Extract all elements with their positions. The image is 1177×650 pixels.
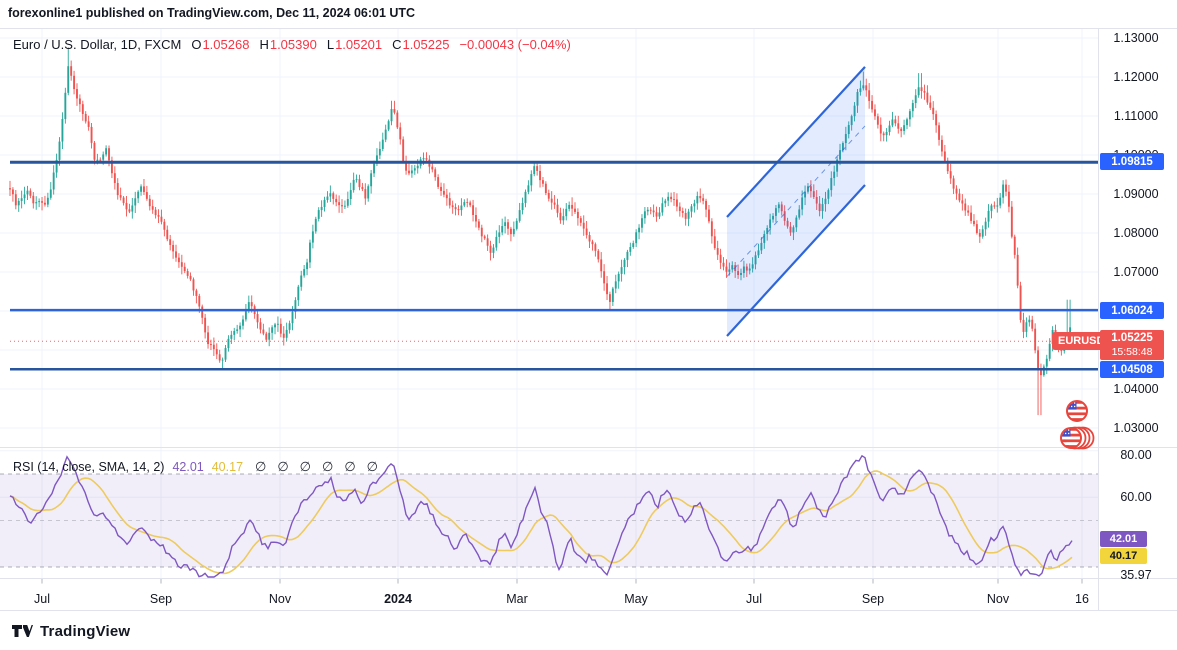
time-tick-label: Nov — [269, 592, 292, 606]
symbol-title[interactable]: Euro / U.S. Dollar, 1D, FXCM — [13, 37, 182, 52]
price-tick-label: 1.13000 — [1113, 31, 1158, 45]
price-tick-label: 1.03000 — [1113, 421, 1158, 435]
axis-labels: 1.130001.120001.110001.100001.090001.080… — [34, 31, 1159, 606]
last-price-label: 1.05225 15:58:48 — [1100, 330, 1164, 360]
parallel-channel-drawing[interactable] — [726, 66, 866, 337]
publish-header: forexonline1 published on TradingView.co… — [8, 6, 416, 20]
level-label-middle: 1.06024 — [1100, 302, 1164, 319]
last-price-value: 1.05225 — [1111, 331, 1153, 344]
ohlc-close: C 1.05225 — [392, 37, 450, 52]
rsi-value: 42.01 — [172, 460, 204, 474]
us-flag-event-icon[interactable] — [1066, 400, 1088, 422]
price-tick-label: 1.09000 — [1113, 187, 1158, 201]
time-tick-label: Jul — [34, 592, 50, 606]
time-tick-label: 16 — [1075, 592, 1089, 606]
rsi-tick-label: 60.00 — [1120, 490, 1151, 504]
rsi-tick-label: 80.00 — [1120, 448, 1151, 462]
us-flag-event-icon[interactable] — [1060, 426, 1095, 450]
rsi-sma-line — [9, 470, 1073, 575]
time-scale-area[interactable] — [0, 578, 1098, 611]
rsi-sma-value: 40.17 — [211, 460, 244, 474]
price-scale-area[interactable] — [1098, 28, 1177, 578]
pane-borders — [0, 28, 1177, 611]
price-tick-label: 1.08000 — [1113, 226, 1158, 240]
grid-layer — [0, 29, 1098, 578]
symbol-price-marker: EURUSD — [1052, 332, 1111, 350]
horizontal-levels-layer[interactable] — [10, 160, 1098, 371]
rsi-hidden-values: ∅ ∅ ∅ ∅ ∅ ∅ — [255, 459, 378, 474]
rsi-value-label: 42.01 — [1100, 531, 1147, 547]
time-tick-label: Jul — [746, 592, 762, 606]
rsi-title[interactable]: RSI (14, close, SMA, 14, 2) — [13, 460, 165, 474]
price-tick-label: 1.12000 — [1113, 70, 1158, 84]
price-tick-label: 1.07000 — [1113, 265, 1158, 279]
price-tick-label: 1.04000 — [1113, 382, 1158, 396]
rsi-tick-label: 35.97 — [1120, 568, 1151, 582]
time-tick-label: Sep — [862, 592, 884, 606]
time-tick-label: Nov — [987, 592, 1010, 606]
rsi-line — [9, 454, 1073, 578]
rsi-legend: RSI (14, close, SMA, 14, 2) 42.01 40.17 … — [13, 459, 378, 475]
ohlc-open: O 1.05268 — [191, 37, 250, 52]
ohlc-high: H 1.05390 — [259, 37, 317, 52]
time-tick-label: May — [624, 592, 648, 606]
ohlc-low: L 1.05201 — [326, 37, 383, 52]
symbol-legend: Euro / U.S. Dollar, 1D, FXCM O 1.05268 H… — [13, 37, 571, 52]
level-label-lower: 1.04508 — [1100, 361, 1164, 378]
level-label-upper: 1.09815 — [1100, 153, 1164, 170]
time-tick-label: Mar — [506, 592, 528, 606]
price-tick-label: 1.11000 — [1114, 109, 1158, 123]
change-value: −0.00043 (−0.04%) — [459, 37, 571, 52]
bar-countdown: 15:58:48 — [1111, 345, 1153, 358]
rsi-sma-value-label: 40.17 — [1100, 548, 1147, 564]
tradingview-footer[interactable]: TradingView — [12, 622, 130, 640]
rsi-pane — [0, 454, 1098, 578]
candles-layer — [9, 47, 1074, 416]
tradingview-brand: TradingView — [40, 622, 131, 640]
tradingview-logo-icon — [12, 625, 33, 637]
time-tick-label: Sep — [150, 592, 172, 606]
time-tick-label: 2024 — [384, 592, 412, 606]
